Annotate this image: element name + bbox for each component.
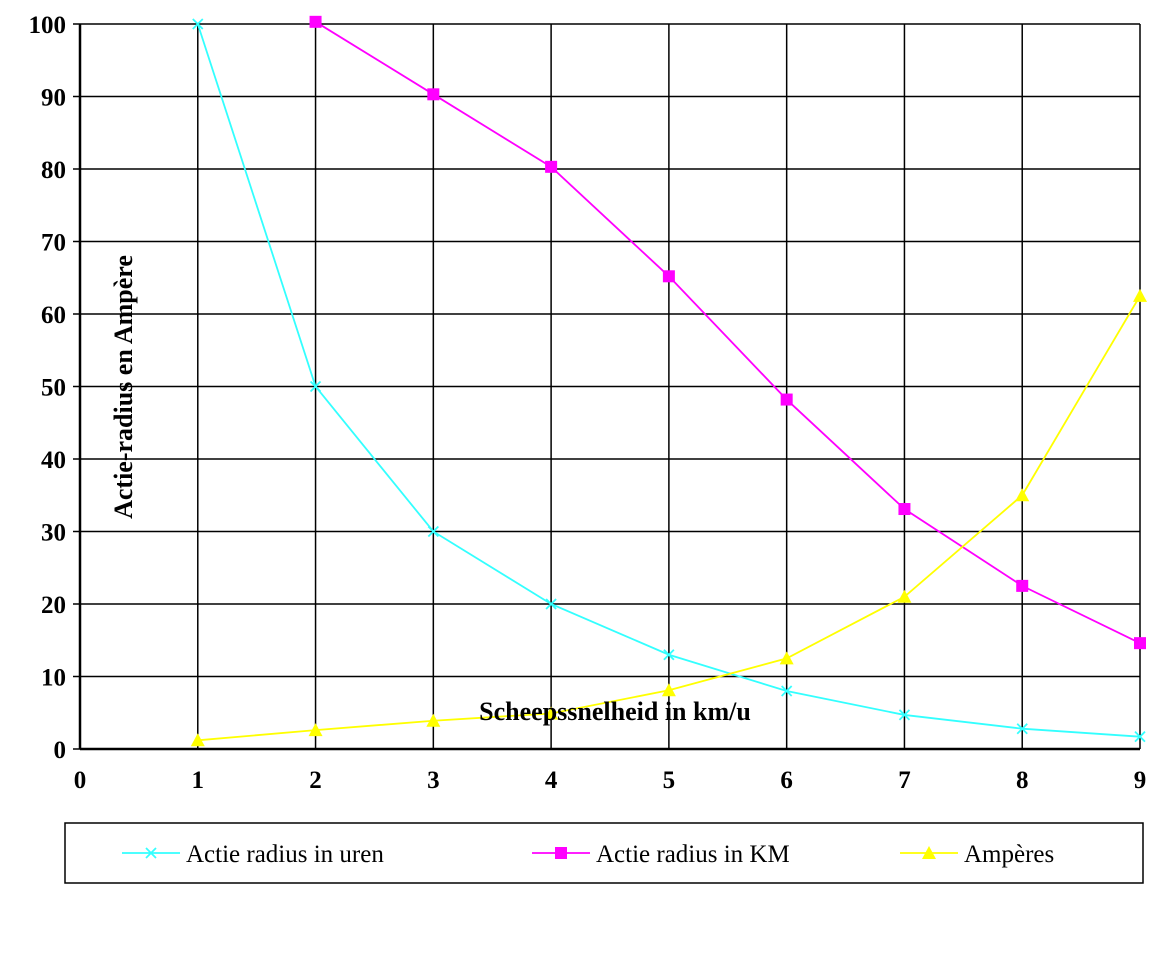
series xyxy=(192,18,1146,743)
y-tick-label: 100 xyxy=(29,12,67,39)
data-point xyxy=(1016,723,1028,735)
data-point xyxy=(898,709,911,721)
legend-item: Ampères xyxy=(900,841,1054,868)
y-tick-label: 80 xyxy=(41,157,66,184)
y-tick-label: 90 xyxy=(41,85,66,112)
data-point xyxy=(661,683,676,697)
data-point xyxy=(663,649,675,661)
x-tick-label: 0 xyxy=(74,767,87,794)
data-point xyxy=(308,723,323,737)
data-point xyxy=(427,88,440,101)
series-layer xyxy=(190,15,1147,747)
legend-item: Actie radius in uren xyxy=(122,841,384,868)
data-point xyxy=(1133,288,1147,302)
legend-marker xyxy=(922,846,936,859)
data-point xyxy=(1134,637,1146,650)
data-point xyxy=(1134,731,1146,743)
series xyxy=(190,288,1147,747)
y-tick-label: 70 xyxy=(41,230,66,257)
data-point xyxy=(427,525,439,538)
data-point xyxy=(190,733,205,747)
data-point xyxy=(897,589,912,603)
x-tick-label: 7 xyxy=(898,767,911,794)
grid-lines xyxy=(80,23,1141,749)
axes xyxy=(73,23,1140,751)
data-point xyxy=(545,598,557,610)
x-tick-label: 6 xyxy=(780,767,793,794)
y-tick-label: 30 xyxy=(41,520,66,547)
data-point xyxy=(662,270,675,283)
x-axis-title: Scheepssnelheid in km/u xyxy=(479,697,751,726)
data-point xyxy=(779,651,794,665)
data-point xyxy=(544,706,559,720)
x-tick-label: 1 xyxy=(192,767,205,794)
data-point xyxy=(309,380,322,393)
y-tick-label: 50 xyxy=(41,375,66,402)
data-point xyxy=(898,503,911,516)
data-point xyxy=(192,18,204,30)
data-point xyxy=(780,393,793,406)
y-tick-label: 10 xyxy=(41,665,66,692)
x-tick-labels: 0 1 2 3 4 5 6 7 8 9 xyxy=(74,767,1147,794)
y-tick-label: 40 xyxy=(41,447,66,474)
x-tick-label: 8 xyxy=(1016,767,1029,794)
legend-box xyxy=(64,822,1144,884)
legend-marker xyxy=(145,847,157,859)
series xyxy=(309,15,1146,650)
y-tick-label: 60 xyxy=(41,302,66,329)
legend-marker xyxy=(555,847,567,859)
legend-label: Ampères xyxy=(964,841,1054,868)
x-tick-label: 4 xyxy=(545,767,558,794)
y-tick-label: 0 xyxy=(54,737,67,764)
data-point xyxy=(781,685,793,697)
x-tick-label: 3 xyxy=(427,767,440,794)
x-tick-label: 9 xyxy=(1134,767,1147,794)
data-point xyxy=(426,713,441,727)
data-point xyxy=(1016,579,1029,592)
data-point xyxy=(309,15,322,28)
data-point xyxy=(545,160,558,173)
legend: Actie radius in uren Actie radius in KM Am… xyxy=(64,822,1144,884)
x-tick-label: 5 xyxy=(663,767,676,794)
x-tick-label: 2 xyxy=(309,767,322,794)
legend-item: Actie radius in KM xyxy=(532,841,790,868)
legend-label: Actie radius in uren xyxy=(186,841,384,868)
series-line xyxy=(315,21,1141,644)
data-point xyxy=(1015,488,1030,502)
y-tick-label: 20 xyxy=(41,592,66,619)
y-axis-title: Actie-radius en Ampère xyxy=(109,255,138,519)
legend-label: Actie radius in KM xyxy=(596,841,790,868)
y-tick-labels: 0 10 20 30 40 50 60 70 80 90 100 xyxy=(29,12,67,764)
